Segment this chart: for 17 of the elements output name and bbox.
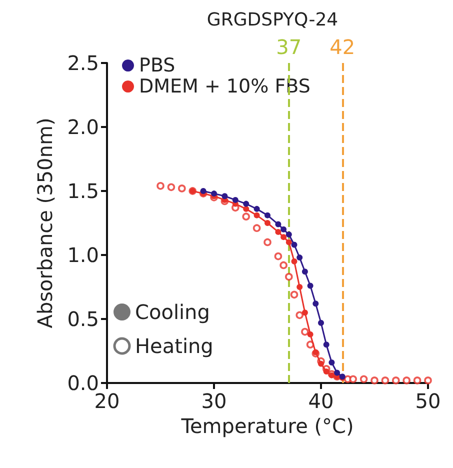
y-axis-title: Absorbance (350nm) <box>33 118 57 328</box>
ref-line-label: 37 <box>276 35 302 59</box>
chart-title: GRGDSPYQ-24 <box>206 10 338 30</box>
x-tick-label: 50 <box>415 389 441 413</box>
annotation: Cooling <box>135 300 210 324</box>
annotation: Heating <box>135 334 214 358</box>
ref-line-label: 42 <box>330 35 356 59</box>
y-tick-label: 2.0 <box>67 115 99 139</box>
y-tick-label: 1.5 <box>67 179 99 203</box>
x-tick-label: 40 <box>308 389 334 413</box>
y-tick-label: 2.5 <box>67 51 99 75</box>
x-axis-title: Temperature (°C) <box>180 414 354 438</box>
legend-label: PBS <box>139 54 176 76</box>
y-tick-label: 0.5 <box>67 307 99 331</box>
y-tick-label: 1.0 <box>67 243 99 267</box>
x-tick-label: 20 <box>94 389 120 413</box>
x-tick-label: 30 <box>201 389 227 413</box>
